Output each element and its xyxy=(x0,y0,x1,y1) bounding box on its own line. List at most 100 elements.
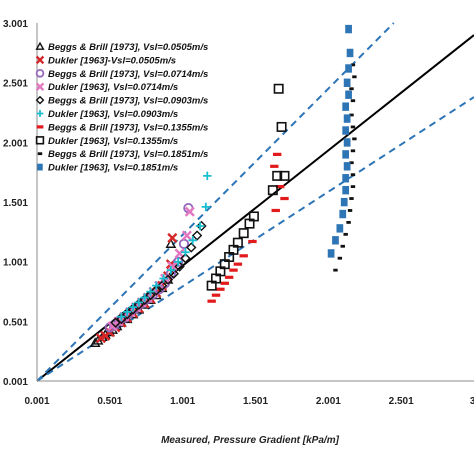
data-point xyxy=(273,83,284,94)
data-point xyxy=(166,265,176,275)
data-point xyxy=(174,261,185,272)
data-point xyxy=(195,221,205,231)
legend-entry: Dukler [1963], Vsl=0.0714m/s xyxy=(48,82,178,93)
data-point xyxy=(332,236,339,245)
data-point xyxy=(116,313,127,325)
data-point xyxy=(133,299,145,310)
data-point xyxy=(343,114,351,123)
data-points xyxy=(89,24,357,347)
data-point xyxy=(340,244,345,248)
data-point xyxy=(173,257,183,266)
data-point xyxy=(220,281,229,285)
data-point xyxy=(156,280,168,291)
data-point xyxy=(134,298,144,307)
data-point xyxy=(336,224,344,233)
x-axis-label: Measured, Pressure Gradient [kPa/m] xyxy=(161,435,340,446)
data-point xyxy=(270,164,279,168)
data-point xyxy=(122,307,132,317)
data-point xyxy=(275,185,285,189)
legend-entry: Beggs & Brill [1973], Vsl=0.1851m/s xyxy=(48,149,208,160)
legend-entry: Dukler [1963]-Vsl=0.0505m/s xyxy=(48,55,176,66)
series-6 xyxy=(207,152,289,303)
data-point xyxy=(280,196,289,201)
data-point xyxy=(196,220,207,232)
legend-marker xyxy=(37,163,43,171)
data-point xyxy=(327,249,335,258)
data-point xyxy=(229,268,238,272)
data-point xyxy=(201,202,211,212)
legend-entry: Dukler [1963], Vsl=0.0903m/s xyxy=(48,109,178,120)
data-point xyxy=(117,312,126,321)
data-point xyxy=(248,239,257,244)
series-8 xyxy=(333,63,357,272)
legend-marker xyxy=(35,69,45,78)
x-tick-label: 2.001 xyxy=(316,396,341,407)
data-point xyxy=(340,197,348,207)
data-point xyxy=(343,232,348,236)
data-point xyxy=(349,87,354,91)
data-point xyxy=(152,281,161,290)
data-point xyxy=(233,262,243,266)
data-point xyxy=(276,121,287,132)
legend-entry: Beggs & Brill [1973], Vsl=0.1355m/s xyxy=(48,122,208,133)
data-point xyxy=(151,285,162,296)
data-point xyxy=(267,185,278,196)
data-point xyxy=(146,287,155,296)
data-point xyxy=(342,150,350,159)
x-tick-label: 3. xyxy=(470,396,474,407)
data-point xyxy=(343,138,351,147)
data-point xyxy=(343,162,351,171)
data-point xyxy=(127,304,139,315)
legend-entry: Beggs & Brill [1973], Vsl=0.0714m/s xyxy=(48,69,208,80)
data-point xyxy=(207,299,216,303)
legend: Beggs & Brill [1973], Vsl=0.0505m/s Dukle… xyxy=(35,41,208,174)
data-point xyxy=(349,161,354,165)
legend-marker xyxy=(36,125,44,129)
data-point xyxy=(279,170,290,181)
axes: 0.001 0.501 1.001 1.501 2.001 2.501 3.001 0.001… xyxy=(3,19,474,407)
data-point xyxy=(191,230,203,241)
data-point xyxy=(128,302,138,312)
data-point xyxy=(342,174,350,183)
data-point xyxy=(346,221,351,224)
data-point xyxy=(184,206,195,217)
legend-entry: Beggs & Brill [1973], Vsl=0.0903m/s xyxy=(48,96,208,107)
legend-marker xyxy=(36,110,44,117)
data-point xyxy=(188,236,197,245)
data-point xyxy=(232,237,243,248)
y-tick-label: 1.001 xyxy=(3,258,28,269)
data-point xyxy=(239,254,248,258)
x-tick-label: 0.001 xyxy=(24,396,49,407)
legend-marker xyxy=(35,55,45,65)
data-point xyxy=(165,238,177,248)
data-point xyxy=(110,317,121,328)
data-point xyxy=(145,290,156,301)
data-point xyxy=(342,126,350,135)
series-7 xyxy=(206,83,290,291)
reference-line-dashed-1 xyxy=(36,22,395,382)
data-point xyxy=(343,78,351,87)
data-point xyxy=(181,248,190,257)
data-point xyxy=(167,232,178,243)
data-point xyxy=(347,209,353,212)
data-point xyxy=(203,171,212,181)
data-point xyxy=(352,137,357,141)
y-tick-label: 1.501 xyxy=(3,198,28,209)
x-tick-label: 2.501 xyxy=(389,396,414,407)
legend-marker xyxy=(35,95,45,105)
data-point xyxy=(273,152,282,156)
data-point xyxy=(181,230,192,241)
data-point xyxy=(349,197,354,200)
data-point xyxy=(342,185,350,195)
data-point xyxy=(339,209,347,219)
data-point xyxy=(350,99,356,103)
legend-marker xyxy=(35,41,45,50)
legend-marker xyxy=(35,82,45,91)
data-point xyxy=(345,64,352,73)
data-point xyxy=(238,228,249,239)
x-tick-label: 1.001 xyxy=(170,396,195,407)
data-point xyxy=(186,242,197,253)
data-point xyxy=(350,63,356,67)
data-point xyxy=(350,173,356,177)
